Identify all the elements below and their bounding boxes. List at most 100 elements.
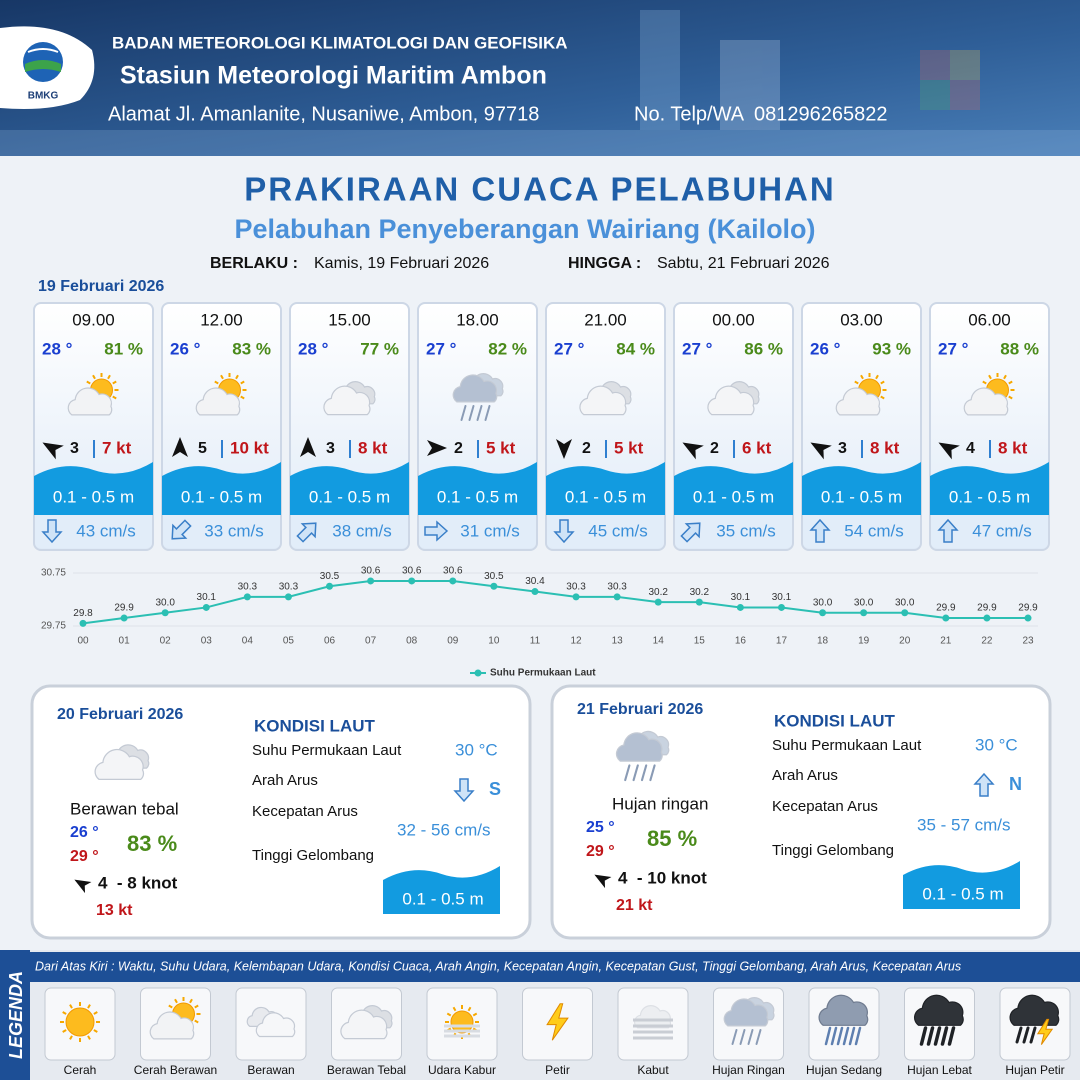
slot-wind-speed: 3 [326, 440, 335, 457]
wave-band [34, 462, 153, 515]
slot-time: 15.00 [328, 310, 371, 329]
rain-drop [842, 1026, 850, 1046]
data-point [736, 603, 744, 611]
y-tick-label: 30.75 [41, 568, 66, 579]
sea-surface-temp: 30 °C [975, 735, 1018, 754]
weather-icon [835, 373, 887, 416]
data-label: 30.0 [155, 597, 175, 608]
subtitle: Pelabuhan Penyeberangan Wairiang (Kailol… [234, 214, 815, 244]
wind-direction-arrow [682, 442, 704, 460]
slot-time: 21.00 [584, 310, 627, 329]
x-tick-label: 00 [77, 636, 89, 647]
data-label: 30.1 [731, 592, 751, 603]
validity-to-label: HINGGA : [568, 255, 641, 272]
sea-title: KONDISI LAUT [774, 711, 896, 730]
weather-icon [323, 381, 376, 416]
rain-drop [476, 405, 483, 421]
address: Alamat Jl. Amanlanite, Nusaniwe, Ambon, … [108, 103, 539, 125]
slot-gust: 6 kt [742, 438, 772, 457]
weather-icon [723, 997, 775, 1045]
rain-drop [848, 1026, 856, 1046]
legend-item-label: Berawan Tebal [327, 1063, 406, 1077]
slot-wind-speed: 5 [198, 440, 207, 457]
x-tick-label: 17 [776, 636, 788, 647]
x-tick-label: 09 [447, 636, 459, 647]
wave-band [546, 462, 665, 515]
wave-band [802, 462, 921, 515]
wave-band [418, 462, 537, 515]
legend-item-label: Cerah Berawan [134, 1063, 217, 1077]
rain-drop [484, 405, 491, 421]
slot-wave-height: 0.1 - 0.5 m [309, 487, 390, 506]
data-point [901, 609, 909, 617]
sun-ray [93, 1029, 98, 1033]
wave-band [290, 462, 409, 515]
cloud [195, 387, 241, 416]
data-label: 30.3 [607, 581, 627, 592]
slot-wave-height: 0.1 - 0.5 m [693, 487, 774, 506]
day-date: 20 Februari 2026 [57, 706, 183, 723]
day-humidity: 85 % [647, 826, 697, 851]
current-direction-arrow [424, 520, 449, 542]
sea-wave-height: 0.1 - 0.5 m [922, 884, 1003, 903]
weather-icon [340, 1005, 393, 1040]
sun-ray [235, 374, 239, 380]
rain-drop [836, 1026, 844, 1046]
x-tick-label: 15 [694, 636, 706, 647]
sun-ray [93, 1011, 98, 1015]
x-tick-label: 08 [406, 636, 418, 647]
slot-wave-height: 0.1 - 0.5 m [53, 487, 134, 506]
slot-temperature: 27 ° [554, 339, 585, 358]
rain-drop [1029, 1026, 1037, 1044]
legend-description-bar [30, 952, 1080, 982]
data-point [572, 593, 580, 601]
current-row [419, 515, 536, 548]
slot-current-speed: 35 cm/s [716, 521, 776, 540]
slot-gust: 10 kt [230, 438, 269, 457]
rain-drop [830, 1026, 838, 1046]
data-label: 30.0 [854, 597, 874, 608]
cloud [67, 387, 113, 416]
rain-drop [933, 1026, 942, 1046]
agency-name: BADAN METEOROLOGI KLIMATOLOGI DAN GEOFIS… [112, 33, 568, 52]
slot-humidity: 86 % [744, 339, 783, 358]
sun-ray [194, 1019, 199, 1024]
logo-mark [23, 42, 63, 82]
sea-current-speed: 32 - 56 cm/s [397, 820, 491, 839]
rain-drop [1022, 1026, 1030, 1044]
slot-humidity: 88 % [1000, 339, 1039, 358]
sea-current-speed: 35 - 57 cm/s [917, 815, 1011, 834]
rain-drop [755, 1029, 762, 1045]
x-tick-label: 03 [201, 636, 213, 647]
slot-humidity: 81 % [104, 339, 143, 358]
sun-ray [189, 998, 193, 1004]
current-row [931, 515, 1048, 548]
data-point [695, 598, 703, 606]
sun-ray [240, 380, 245, 385]
slot-current-speed: 45 cm/s [588, 521, 648, 540]
legend-item-label: Kabut [637, 1063, 669, 1077]
slot-time: 09.00 [72, 310, 115, 329]
cloud [94, 748, 145, 781]
wind-direction-arrow [594, 874, 612, 889]
weather-icon [615, 730, 670, 782]
sun-ray [214, 380, 219, 385]
weather-icon [546, 1003, 569, 1041]
weather-icon [60, 1002, 100, 1042]
weather-icon [195, 373, 247, 416]
slot-temperature: 28 ° [298, 339, 329, 358]
data-label: 30.2 [648, 587, 668, 598]
day-gust: 21 kt [616, 897, 653, 914]
sun-ray [112, 395, 117, 400]
series-line [82, 579, 1028, 625]
data-point [983, 614, 991, 622]
day-condition: Berawan tebal [70, 799, 179, 818]
rain-drop [460, 405, 467, 421]
bolt [1036, 1018, 1054, 1045]
bolt [546, 1003, 569, 1041]
rain-drop [739, 1029, 746, 1045]
sea-label: Suhu Permukaan Laut [252, 742, 402, 759]
sun-ray [988, 374, 992, 380]
rain-drop [1015, 1026, 1023, 1044]
